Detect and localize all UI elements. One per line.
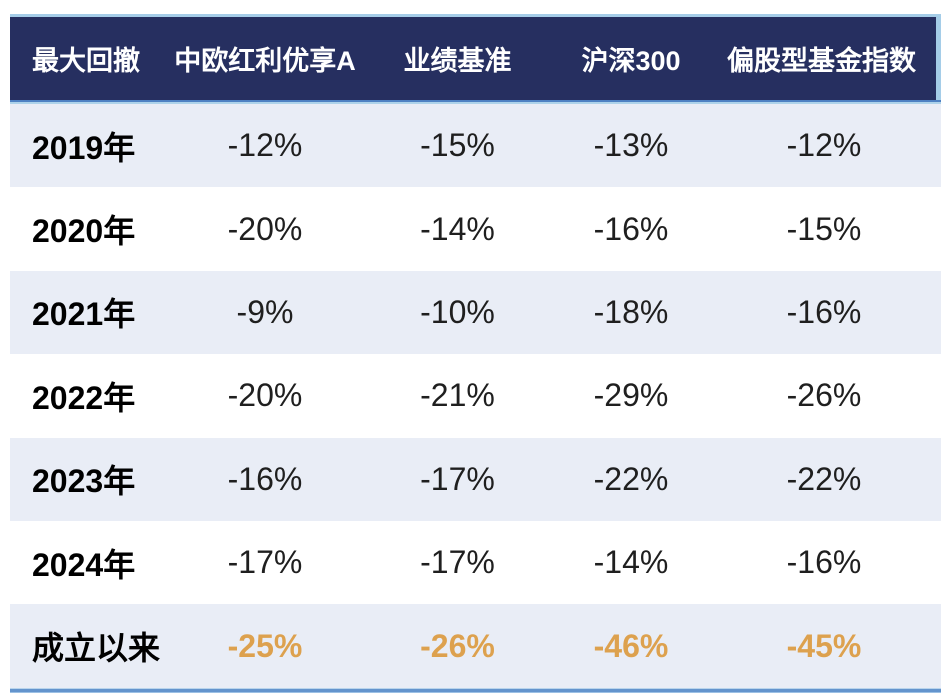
table-row: 2022年 -20% -21% -29% -26% — [10, 354, 941, 438]
header-cell-fund: 中欧红利优享A — [174, 46, 356, 76]
value-cell: -16% — [786, 293, 862, 330]
table-row: 2019年 -12% -15% -13% -12% — [10, 104, 941, 188]
table-row: 2023年 -16% -17% -22% -22% — [10, 437, 941, 521]
header-cell-benchmark: 业绩基准 — [403, 46, 512, 76]
value-cell: -14% — [420, 210, 495, 247]
value-cell: -20% — [227, 210, 303, 247]
header-cell-equity-fund-index: 偏股型基金指数 — [727, 46, 916, 76]
value-cell: -12% — [786, 127, 862, 164]
row-label: 2020年 — [32, 213, 136, 250]
value-cell: -10% — [420, 293, 495, 330]
header-divider — [10, 100, 941, 104]
value-cell: -16% — [593, 210, 669, 247]
row-label: 成立以来 — [32, 630, 161, 667]
row-label: 2023年 — [32, 463, 136, 500]
value-cell: -12% — [227, 127, 303, 164]
value-cell: -17% — [420, 460, 495, 497]
row-label: 2022年 — [32, 379, 136, 416]
value-cell: -15% — [420, 127, 495, 164]
value-cell: -14% — [593, 544, 669, 581]
value-cell: -46% — [593, 627, 669, 664]
table-row: 2024年 -17% -17% -14% -16% — [10, 520, 941, 605]
value-cell: -26% — [420, 627, 495, 664]
value-cell: -18% — [593, 293, 669, 330]
row-label: 2024年 — [32, 546, 136, 583]
max-drawdown-table: 最大回撤 中欧红利优享A 业绩基准 沪深300 偏股型基金指数 2019年 -12… — [10, 14, 941, 693]
value-cell: -9% — [236, 293, 294, 330]
header-cell-metric: 最大回撤 — [32, 46, 140, 76]
value-cell: -25% — [227, 627, 303, 664]
table-header-row: 最大回撤 中欧红利优享A 业绩基准 沪深300 偏股型基金指数 — [10, 14, 941, 100]
table-row: 2021年 -9% -10% -18% -16% — [10, 270, 941, 355]
value-cell: -45% — [786, 627, 862, 664]
row-label: 2019年 — [32, 129, 136, 166]
value-cell: -16% — [786, 544, 862, 581]
table-row: 成立以来 -25% -26% -46% -45% — [10, 604, 941, 688]
value-cell: -29% — [593, 377, 669, 414]
table-body: 2019年 -12% -15% -13% -12% 2020年 -20% -14% -16% -1… — [10, 104, 941, 688]
table-bottom-border — [10, 687, 941, 693]
value-cell: -21% — [420, 377, 495, 414]
value-cell: -13% — [593, 127, 669, 164]
table-row: 2020年 -20% -14% -16% -15% — [10, 187, 941, 271]
value-cell: -17% — [227, 544, 303, 581]
value-cell: -20% — [227, 377, 303, 414]
value-cell: -26% — [786, 377, 862, 414]
value-cell: -17% — [420, 544, 495, 581]
value-cell: -22% — [593, 460, 669, 497]
value-cell: -22% — [786, 460, 862, 497]
header-cell-csi300: 沪深300 — [581, 46, 681, 76]
value-cell: -15% — [786, 210, 862, 247]
row-label: 2021年 — [32, 296, 136, 333]
value-cell: -16% — [227, 460, 303, 497]
